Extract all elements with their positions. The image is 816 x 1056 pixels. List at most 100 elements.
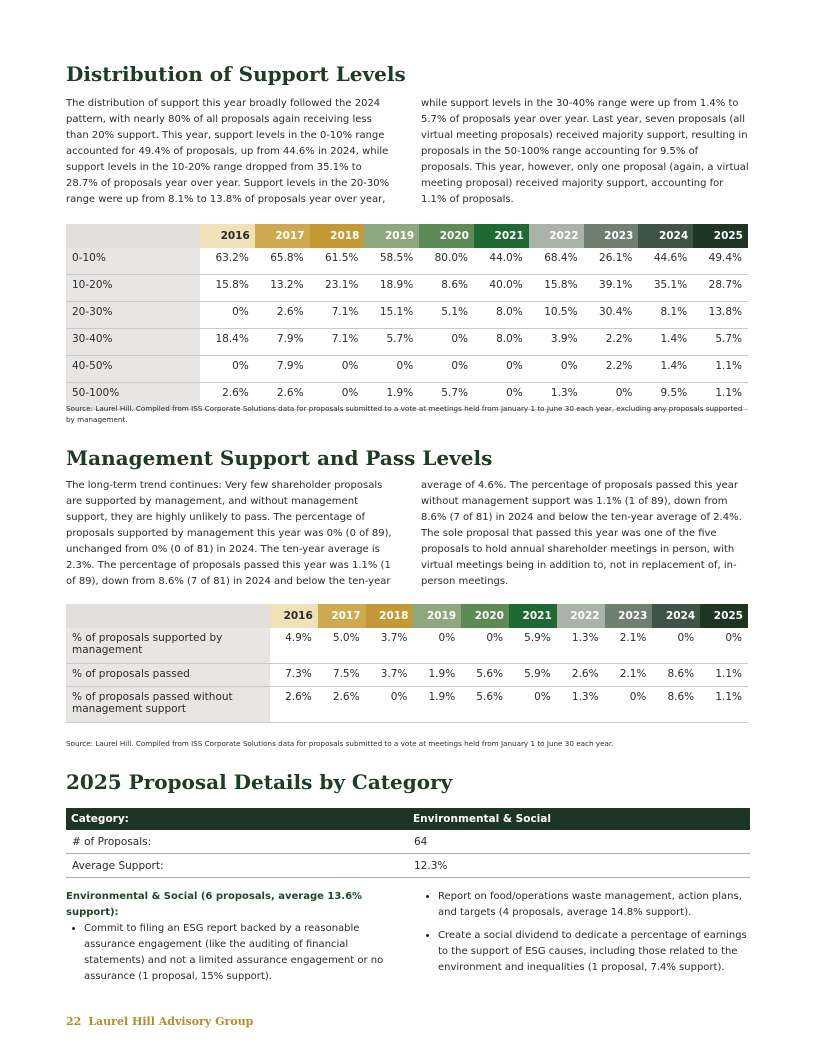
cell: 2.6% — [317, 686, 366, 723]
cell: 7.9% — [254, 355, 310, 383]
cell: 5.6% — [461, 663, 509, 687]
cell: 10.5% — [528, 301, 584, 329]
row: 20-30% 0% 2.6% 7.1% 15.1% 5.1% 8.0% 10.5% 30.4% 8… — [66, 301, 748, 329]
cell: 40.0% — [473, 274, 529, 302]
header-cell: 2025 — [700, 604, 748, 628]
cell: 7.3% — [270, 663, 318, 687]
header-cell: 2020 — [461, 604, 509, 628]
row: # of Proposals: 64 — [66, 830, 750, 854]
cell: 0% — [200, 355, 255, 383]
cell: 8.6% — [419, 274, 474, 302]
org: Laurel Hill Advisory Group — [88, 1015, 254, 1028]
cell: 0% — [309, 382, 365, 410]
cell: 65.8% — [254, 248, 310, 275]
row: % of proposals passed 7.3% 7.5% 3.7% 1.9% 5.6… — [66, 663, 748, 687]
cell: 26.1% — [583, 248, 639, 275]
row: 50-100% 2.6% 2.6% 0% 1.9% 5.7% 0% 1.3% 0% 9.5% 1.1… — [66, 382, 748, 410]
cell: 49.4% — [693, 248, 748, 275]
header-cell — [66, 604, 270, 628]
cell: 61.5% — [309, 248, 365, 275]
bullet-list: Commit to filing an ESG report backed by… — [66, 921, 406, 985]
row: 40-50% 0% 7.9% 0% 0% 0% 0% 0% 2.2% 1.4% 1.1% — [66, 355, 748, 383]
cell: 0% — [528, 355, 584, 383]
cell: 35.1% — [638, 274, 694, 302]
paragraph: The long-term trend continues: Very few … — [66, 480, 742, 587]
cell: 13.2% — [254, 274, 310, 302]
cell: 0% — [473, 355, 529, 383]
cell: 2.2% — [583, 328, 639, 356]
cell: 8.1% — [638, 301, 694, 329]
row: % of proposals passed without management… — [66, 686, 748, 723]
cell: # of Proposals: — [66, 830, 408, 854]
header-cell: 2020 — [419, 224, 474, 248]
bullet: Create a social dividend to dedicate a p… — [438, 928, 750, 976]
row-label: 50-100% — [66, 382, 200, 410]
row: 30-40% 18.4% 7.9% 7.1% 5.7% 0% 8.0% 3.9% 2.2% 1.4… — [66, 328, 748, 356]
cell: Average Support: — [66, 853, 408, 878]
header-cell: 2016 — [270, 604, 318, 628]
cell: 0% — [419, 328, 474, 356]
cell: 1.3% — [528, 382, 584, 410]
row: 0-10% 63.2% 65.8% 61.5% 58.5% 80.0% 44.0% 68.4%… — [66, 248, 748, 275]
cell: 4.9% — [270, 628, 318, 664]
row: 10-20% 15.8% 13.2% 23.1% 18.9% 8.6% 40.0% 15.8%… — [66, 274, 748, 302]
heading: Distribution of Support Levels — [66, 62, 406, 86]
cell: 5.1% — [419, 301, 474, 329]
row-label: 10-20% — [66, 274, 200, 302]
cell: 58.5% — [364, 248, 420, 275]
row: % of proposals supported by management 4.… — [66, 628, 748, 664]
bullet: Report on food/operations waste manageme… — [438, 889, 750, 921]
cell: 5.7% — [693, 328, 748, 356]
cell: 1.1% — [700, 686, 748, 723]
category-table: Category: Environmental & Social # of Prop… — [66, 808, 750, 878]
cell: 8.0% — [473, 301, 529, 329]
header-cell: Environmental & Social — [408, 808, 750, 830]
cell: 5.7% — [364, 328, 420, 356]
cell: 1.9% — [413, 663, 462, 687]
table: 2016 2017 2018 2019 2020 2021 2022 2023 2024 2025… — [66, 224, 748, 410]
cell: 2.1% — [604, 663, 653, 687]
data-table: 2016 2017 2018 2019 2020 2021 2022 2023 2024 2025… — [66, 224, 748, 410]
header-cell: 2017 — [254, 224, 310, 248]
row-label: 30-40% — [66, 328, 200, 356]
header-cell: Category: — [66, 808, 408, 830]
cell: 0% — [365, 686, 414, 723]
cell: 5.7% — [419, 382, 474, 410]
table: Category: Environmental & Social # of Prop… — [66, 808, 750, 878]
row-label: 40-50% — [66, 355, 200, 383]
cell: 8.0% — [473, 328, 529, 356]
cell: 3.7% — [365, 663, 414, 687]
cell: 0% — [652, 628, 701, 664]
cell: 39.1% — [583, 274, 639, 302]
cell: 30.4% — [583, 301, 639, 329]
cell: 7.1% — [309, 301, 365, 329]
cell: 2.6% — [200, 382, 255, 410]
row-label: 20-30% — [66, 301, 200, 329]
header-cell: 2018 — [365, 604, 414, 628]
header-cell: 2021 — [508, 604, 557, 628]
header-cell: 2019 — [413, 604, 462, 628]
table: 2016 2017 2018 2019 2020 2021 2022 2023 2024 2025… — [66, 604, 748, 723]
cell: 2.6% — [270, 686, 318, 723]
row-label: 0-10% — [66, 248, 200, 275]
cell: 2.1% — [604, 628, 653, 664]
cell: 2.6% — [556, 663, 605, 687]
header-cell: 2022 — [556, 604, 605, 628]
cell: 0% — [604, 686, 653, 723]
cell: 1.9% — [364, 382, 420, 410]
cell: 5.9% — [508, 663, 557, 687]
cell: 1.3% — [556, 686, 605, 723]
cell: 9.5% — [638, 382, 694, 410]
header-row: Category: Environmental & Social — [66, 808, 750, 830]
paragraph: The distribution of support this year br… — [66, 98, 749, 205]
cell: 5.0% — [317, 628, 366, 664]
cell: 44.0% — [473, 248, 529, 275]
cell: 80.0% — [419, 248, 474, 275]
header-cell: 2021 — [473, 224, 529, 248]
cell: 1.1% — [700, 663, 748, 687]
heading: 2025 Proposal Details by Category — [66, 770, 453, 794]
cell: 18.9% — [364, 274, 420, 302]
bullet: Commit to filing an ESG report backed by… — [84, 921, 406, 985]
header-cell: 2016 — [200, 224, 255, 248]
cell: 0% — [473, 382, 529, 410]
